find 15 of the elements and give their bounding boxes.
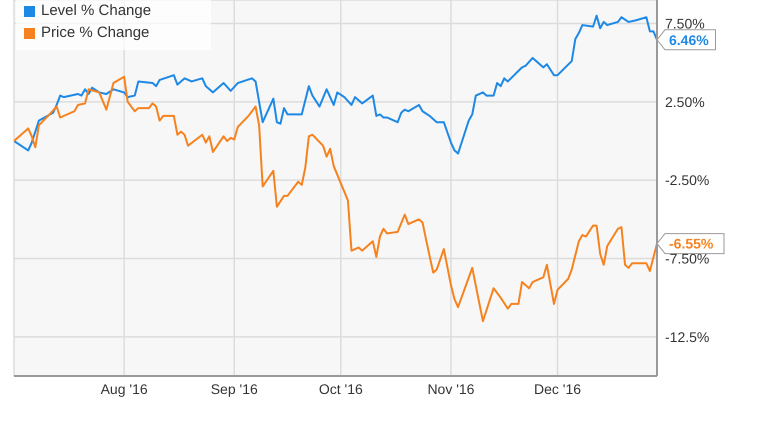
- y-tick-label: -7.50%: [665, 250, 710, 266]
- x-tick-label: Oct '16: [318, 380, 363, 397]
- x-tick-label: Sep '16: [210, 380, 258, 397]
- annotation: -6.55%: [669, 236, 714, 252]
- y-tick-label: -2.50%: [665, 172, 710, 188]
- annotation: 6.46%: [669, 32, 710, 48]
- legend-label: Level % Change: [41, 1, 152, 21]
- x-tick-label: Nov '16: [427, 380, 475, 397]
- x-tick-label: Dec '16: [534, 380, 582, 397]
- y-tick-label: 2.50%: [665, 94, 705, 110]
- y-tick-label: -12.5%: [665, 328, 710, 345]
- y-tick-label: 7.50%: [665, 15, 705, 32]
- line-series: [14, 76, 657, 322]
- x-tick-label: Aug '16: [100, 380, 148, 397]
- legend-label: Price % Change: [41, 23, 150, 43]
